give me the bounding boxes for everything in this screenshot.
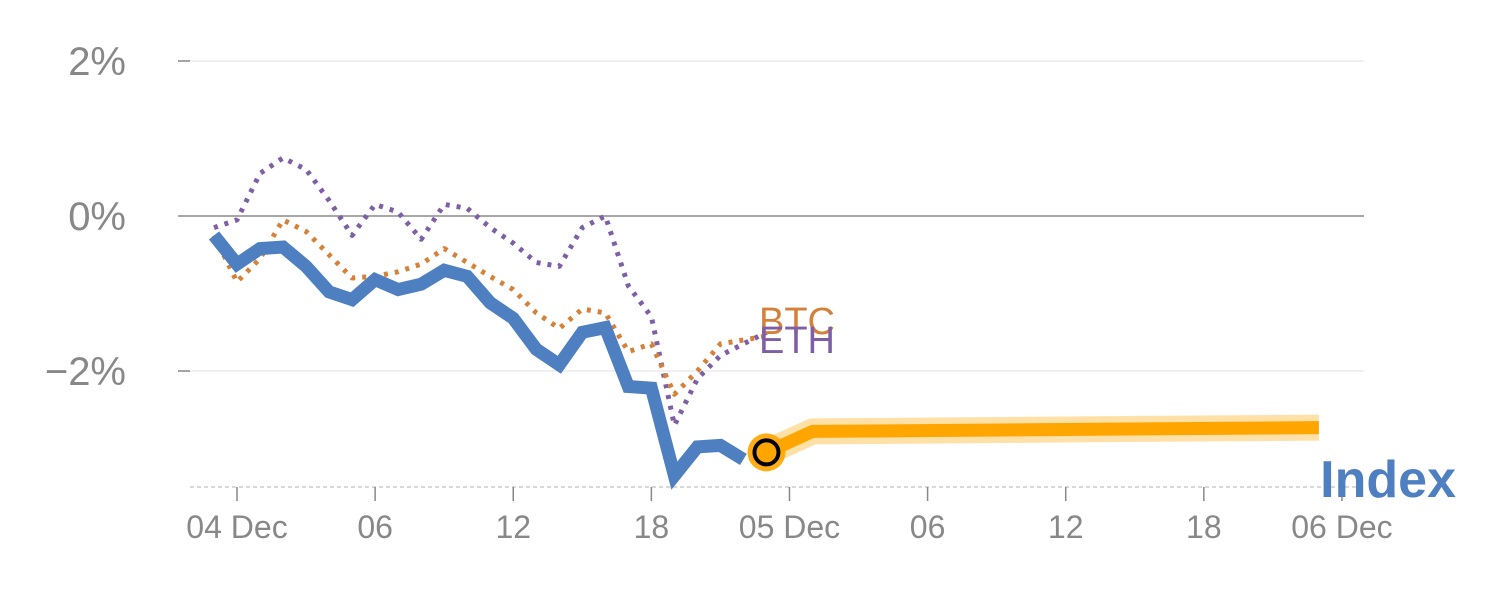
- x-tick-label: 04 Dec: [186, 509, 287, 545]
- x-tick-label: 06: [357, 509, 393, 545]
- y-tick-label: 2%: [68, 40, 126, 84]
- y-axis-ticks: 2% 0% −2%: [45, 40, 126, 394]
- y-tick-label: −2%: [45, 350, 126, 394]
- series-group: [208, 155, 1319, 490]
- btc-line: [211, 217, 767, 397]
- gridlines: [178, 60, 1364, 488]
- x-tick-label: 05 Dec: [739, 509, 840, 545]
- y-tick-label: 0%: [68, 195, 126, 239]
- x-tick-label: 06 Dec: [1291, 509, 1392, 545]
- x-axis-ticks: 04 Dec 06 12 18 05 Dec 06 12 18 06 Dec: [186, 487, 1393, 545]
- x-tick-label: 12: [495, 509, 531, 545]
- btc-label: BTC: [759, 301, 835, 343]
- x-tick-label: 12: [1048, 509, 1084, 545]
- x-tick-label: 18: [1186, 509, 1222, 545]
- index-label: Index: [1320, 451, 1456, 509]
- x-tick-label: 06: [910, 509, 946, 545]
- eth-label: ETH: [759, 320, 835, 362]
- x-tick-label: 18: [634, 509, 670, 545]
- index-line: [208, 231, 747, 490]
- current-point-marker: [752, 438, 781, 467]
